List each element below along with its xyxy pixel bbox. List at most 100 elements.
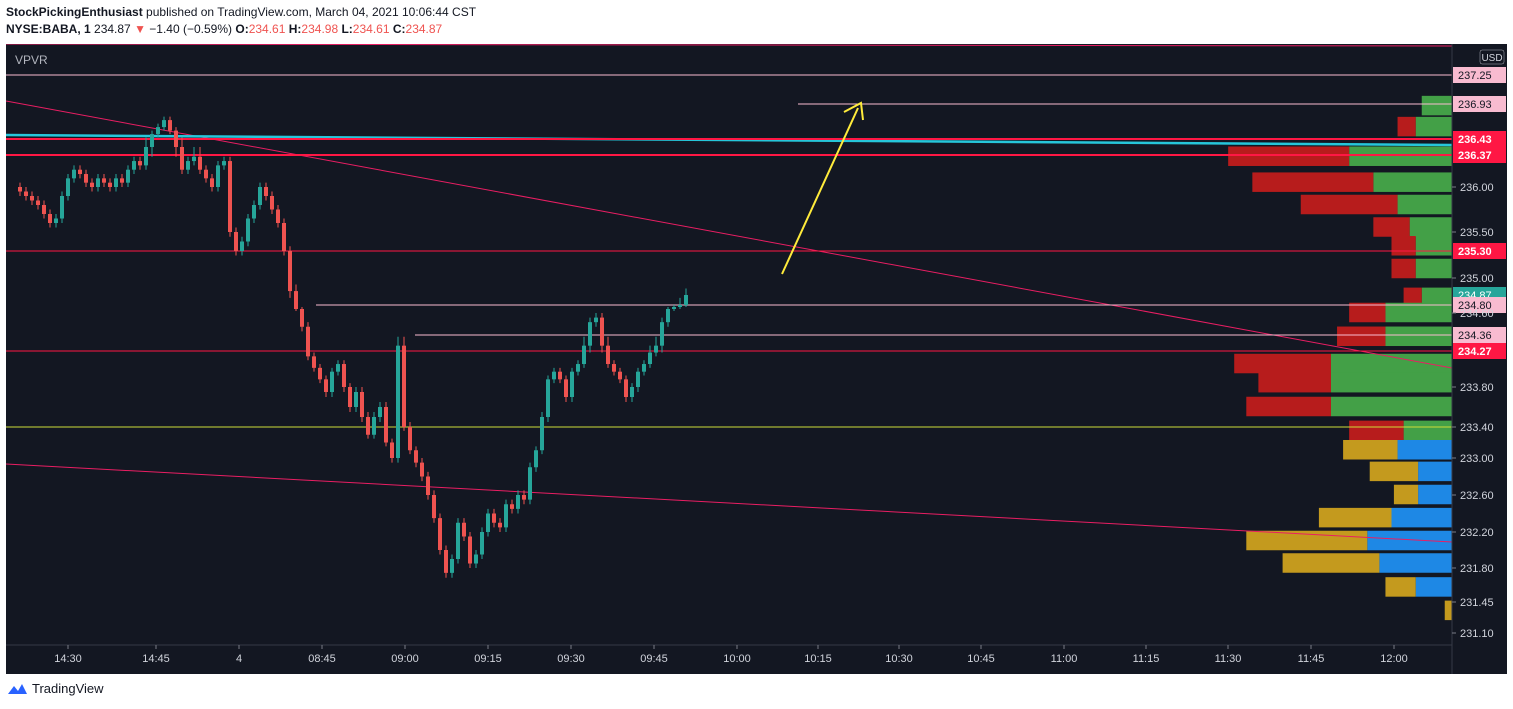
time-axis[interactable]: 14:30 14:45 4 08:45 09:00 09:15 09:30 09:45 10:0… — [6, 644, 1452, 665]
time-tick-label: 11:30 — [1215, 653, 1242, 665]
time-tick-label: 11:45 — [1298, 653, 1325, 665]
candle-body — [270, 196, 274, 210]
close-value: 234.87 — [405, 22, 443, 36]
price-tick-label: 233.40 — [1460, 422, 1494, 434]
candle-body — [156, 127, 160, 135]
candle-body — [222, 161, 226, 166]
vp-up-bar — [1415, 236, 1452, 256]
candle-body — [384, 407, 388, 443]
candle-body — [372, 417, 376, 435]
price-level-badge — [1453, 297, 1506, 313]
candle-body — [588, 322, 592, 346]
vp-down-bar — [1397, 116, 1416, 137]
trend-line-middle[interactable] — [5, 100, 1453, 369]
price-axis[interactable]: 236.00 235.50 235.00 234.60 233.80 233.40 233.… — [1451, 44, 1494, 674]
projection-arrow[interactable] — [781, 101, 864, 275]
candle-body — [480, 532, 484, 555]
price-level-badge — [1453, 96, 1506, 112]
candle-body — [294, 291, 298, 309]
candle-body — [318, 367, 322, 380]
vp-down-bar — [1385, 577, 1416, 597]
projection-arrow-shaft[interactable] — [781, 107, 859, 275]
chart-canvas[interactable]: 237.25236.93236.43236.37235.30234.87234.… — [5, 43, 1507, 674]
close-label: C: — [392, 22, 406, 36]
time-tick-label: 09:15 — [474, 653, 502, 665]
candle-body — [264, 187, 268, 196]
arrow-head-icon — [843, 101, 864, 121]
candle-body — [114, 178, 118, 187]
high-value: 234.98 — [301, 22, 339, 36]
price-tick-label: 236.00 — [1460, 182, 1494, 194]
vp-up-bar — [1421, 287, 1452, 308]
vp-down-bar — [1252, 172, 1374, 192]
vp-up-bar — [1409, 217, 1452, 237]
price-level-label: 236.43 — [1458, 134, 1492, 146]
price-tick-label: 232.20 — [1460, 527, 1494, 539]
vp-up-bar — [1421, 95, 1452, 116]
candle-body — [558, 371, 562, 380]
price-tick-label: 235.50 — [1460, 227, 1494, 239]
candle-body — [120, 178, 124, 183]
vp-up-bar — [1418, 484, 1452, 505]
candle-body — [354, 392, 358, 407]
candle-body — [324, 379, 328, 392]
candle-body — [486, 513, 490, 532]
candle-body — [348, 387, 352, 407]
candle-body — [654, 345, 658, 353]
vp-up-bar — [1385, 326, 1452, 347]
candle-body — [78, 169, 82, 175]
author-name[interactable]: StockPickingEnthusiast — [6, 5, 143, 19]
candle-body — [600, 317, 604, 346]
vp-up-bar — [1331, 396, 1452, 417]
price-level-badge — [1453, 343, 1506, 359]
candle-body — [564, 379, 568, 397]
last-price: 234.87 — [94, 22, 131, 36]
candle-body — [666, 309, 670, 323]
price-level-badge — [1453, 327, 1506, 343]
price-tick-label: 232.60 — [1460, 490, 1494, 502]
vp-down-bar — [1258, 372, 1331, 393]
vp-up-bar — [1397, 194, 1452, 215]
candle-body — [186, 161, 190, 170]
trend-line-top[interactable] — [5, 43, 1453, 47]
vp-down-bar — [1391, 236, 1416, 256]
horizontal-levels[interactable]: 237.25236.93236.43236.37235.30234.87234.… — [6, 67, 1506, 428]
candle-body — [426, 476, 430, 495]
vp-down-bar — [1337, 326, 1386, 347]
down-arrow-icon: ▼ — [130, 22, 150, 36]
symbol-label: NYSE:BABA, 1 — [6, 22, 91, 36]
time-tick-label: 10:30 — [885, 653, 913, 665]
time-tick-label: 10:45 — [967, 653, 995, 665]
candle-body — [360, 392, 364, 417]
vp-up-bar — [1331, 353, 1452, 374]
candle-body — [150, 134, 154, 147]
vp-down-bar — [1373, 217, 1410, 237]
candle-body — [414, 450, 418, 463]
candle-body — [396, 345, 400, 458]
candle-body — [450, 559, 454, 573]
time-tick-label: 09:30 — [557, 653, 585, 665]
candle-body — [624, 379, 628, 397]
time-tick-label: 09:00 — [391, 653, 419, 665]
time-tick-label: 08:45 — [308, 653, 336, 665]
price-level-label: 237.25 — [1458, 70, 1492, 82]
candle-body — [582, 345, 586, 365]
vp-down-bar — [1403, 287, 1422, 308]
candle-body — [246, 218, 250, 242]
trend-line-bottom[interactable] — [5, 463, 1453, 543]
candle-body — [330, 371, 334, 392]
candle-body — [234, 232, 238, 251]
candle-body — [126, 169, 130, 183]
time-tick-label: 14:45 — [142, 653, 170, 665]
candle-body — [258, 187, 262, 205]
candles — [18, 116, 688, 578]
vp-down-bar — [1300, 194, 1398, 215]
vp-down-bar — [1318, 507, 1392, 528]
currency-badge[interactable] — [1479, 49, 1505, 65]
indicator-label[interactable]: VPVR — [15, 53, 48, 67]
price-level-label: 234.27 — [1458, 346, 1492, 358]
chart-area[interactable]: 237.25 236.93 236.43 236.37 235.30 234.87 234.… — [5, 43, 1507, 674]
price-tick-label: 231.10 — [1460, 628, 1494, 640]
open-label: O: — [235, 22, 249, 36]
tradingview-logo[interactable]: TradingView — [6, 681, 104, 696]
